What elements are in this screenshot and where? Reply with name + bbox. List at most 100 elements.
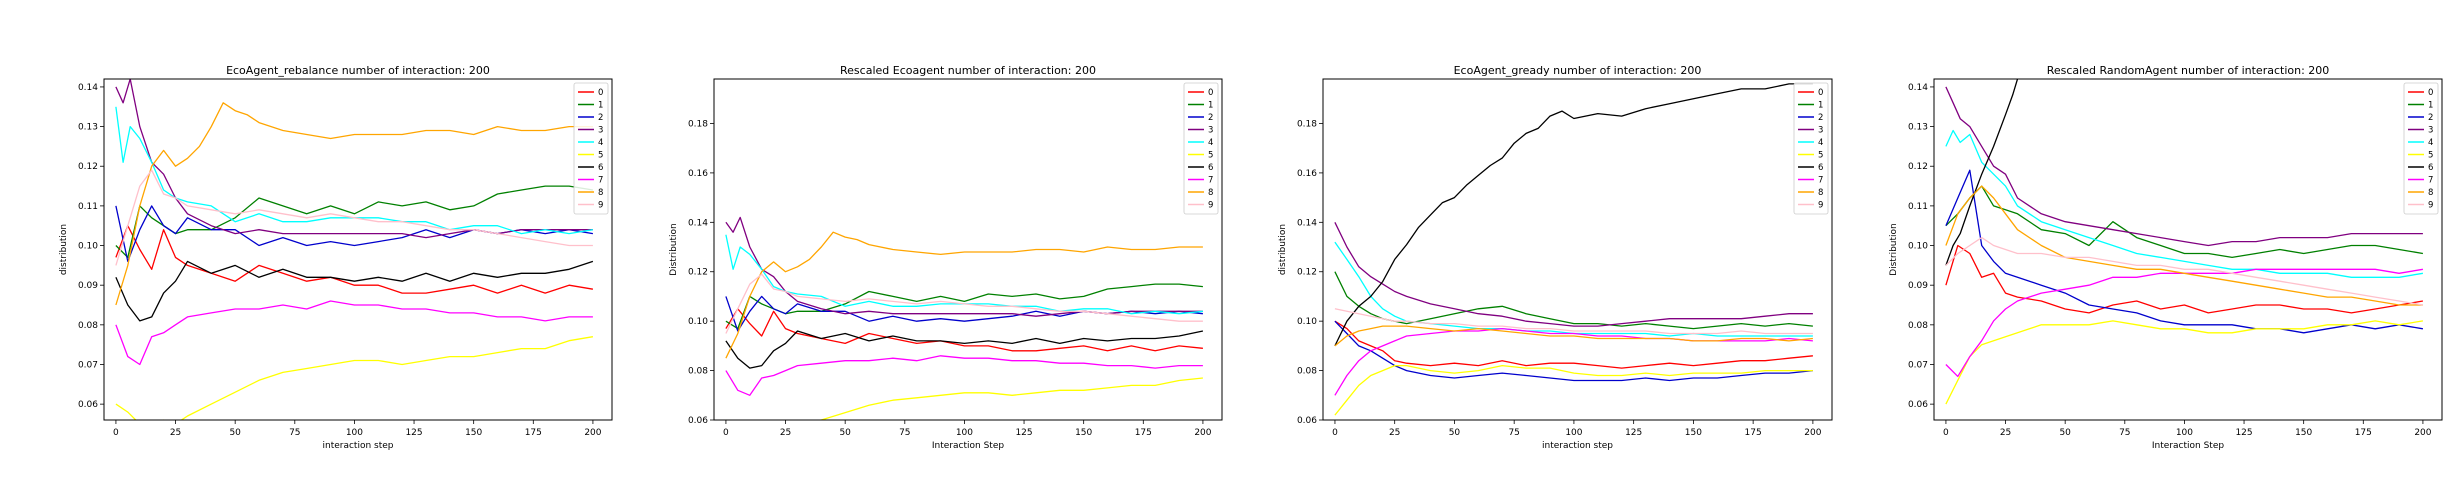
x-tick-label: 75 xyxy=(899,428,910,438)
y-tick-label: 0.08 xyxy=(78,321,98,331)
chart-title: EcoAgent_gready number of interaction: 2… xyxy=(1454,64,1702,77)
x-tick-label: 100 xyxy=(2176,428,2193,438)
x-tick-label: 175 xyxy=(2355,428,2372,438)
series-line-1 xyxy=(1334,271,1813,330)
series-line-1 xyxy=(1945,185,2424,259)
series-group xyxy=(1945,79,2424,405)
x-tick-label: 125 xyxy=(405,428,422,438)
x-axis-label: interaction step xyxy=(322,441,393,451)
series-line-6 xyxy=(1945,79,2019,266)
y-tick-label: 0.08 xyxy=(1908,321,1928,331)
x-tick-label: 200 xyxy=(2414,428,2431,438)
series-line-0 xyxy=(725,308,1203,352)
y-tick-label: 0.10 xyxy=(688,317,708,327)
series-line-1 xyxy=(115,185,594,259)
series-line-7 xyxy=(1945,268,2424,378)
chart-panel-4: 0 25 50 75 100 125 150 175 2000.060.070.080.090.… xyxy=(1889,64,2443,451)
x-tick-label: 75 xyxy=(1508,428,1519,438)
series-line-2 xyxy=(1334,320,1813,382)
y-tick-label: 0.10 xyxy=(1908,242,1928,252)
y-tick-label: 0.13 xyxy=(1908,123,1928,133)
y-tick-label: 0.10 xyxy=(1297,317,1317,327)
legend-label-9: 9 xyxy=(598,201,603,211)
x-tick-label: 100 xyxy=(346,428,363,438)
legend-label-8: 8 xyxy=(2428,188,2433,198)
legend-label-8: 8 xyxy=(1208,188,1213,198)
x-tick-label: 200 xyxy=(1194,428,1211,438)
x-tick-label: 50 xyxy=(229,428,241,438)
x-tick-label: 75 xyxy=(2119,428,2130,438)
series-line-5 xyxy=(1334,364,1813,416)
legend-label-5: 5 xyxy=(2428,151,2433,161)
legend-label-6: 6 xyxy=(598,163,603,173)
legend-label-3: 3 xyxy=(2428,126,2433,136)
series-line-2 xyxy=(1945,169,2424,334)
series-line-9 xyxy=(725,273,1203,334)
x-tick-label: 0 xyxy=(1332,428,1338,438)
series-line-4 xyxy=(725,234,1203,315)
y-tick-label: 0.16 xyxy=(688,169,708,179)
x-tick-label: 25 xyxy=(170,428,181,438)
x-tick-label: 175 xyxy=(1745,428,1762,438)
series-group xyxy=(115,79,594,420)
legend-label-9: 9 xyxy=(2428,201,2433,211)
legend-box xyxy=(2403,82,2439,215)
legend-label-0: 0 xyxy=(1818,88,1823,98)
plot-frame xyxy=(1322,78,1833,421)
legend-label-3: 3 xyxy=(598,126,603,136)
y-tick-label: 0.12 xyxy=(688,268,708,278)
legend-label-4: 4 xyxy=(2428,138,2433,148)
legend: 0 1 2 3 4 5 6 7 8 9 xyxy=(2403,82,2439,215)
plot-frame xyxy=(1933,78,2443,421)
y-tick-label: 0.06 xyxy=(78,400,98,410)
legend-label-2: 2 xyxy=(1818,113,1823,123)
series-line-6 xyxy=(115,260,594,322)
series-line-6 xyxy=(1334,83,1813,347)
y-tick-label: 0.12 xyxy=(1908,162,1928,172)
x-tick-label: 125 xyxy=(1625,428,1642,438)
series-line-0 xyxy=(115,225,594,294)
x-tick-label: 175 xyxy=(1135,428,1152,438)
series-line-4 xyxy=(1945,129,2424,278)
legend: 0 1 2 3 4 5 6 7 8 9 xyxy=(1183,82,1219,215)
x-tick-label: 25 xyxy=(1389,428,1400,438)
chart-panel-2: 0 25 50 75 100 125 150 175 2000.060.080.100.120.… xyxy=(669,64,1223,451)
legend-label-3: 3 xyxy=(1818,126,1823,136)
series-line-5 xyxy=(725,377,1203,420)
x-tick-label: 75 xyxy=(289,428,300,438)
legend-label-2: 2 xyxy=(2428,113,2433,123)
legend-label-4: 4 xyxy=(1818,138,1823,148)
series-line-7 xyxy=(725,355,1203,396)
y-tick-label: 0.11 xyxy=(78,202,98,212)
x-tick-label: 50 xyxy=(1449,428,1461,438)
legend-label-5: 5 xyxy=(598,151,603,161)
chart-panel-1: 0 25 50 75 100 125 150 175 2000.060.070.080.090.… xyxy=(59,64,613,451)
legend-label-6: 6 xyxy=(2428,163,2433,173)
legend-box xyxy=(573,82,609,215)
series-line-8 xyxy=(725,231,1203,359)
legend-label-1: 1 xyxy=(2428,101,2433,111)
x-tick-label: 25 xyxy=(780,428,791,438)
series-line-9 xyxy=(115,169,593,266)
x-tick-label: 175 xyxy=(525,428,542,438)
x-tick-label: 25 xyxy=(2000,428,2011,438)
y-tick-label: 0.14 xyxy=(688,218,708,228)
series-line-4 xyxy=(115,106,594,235)
legend-label-7: 7 xyxy=(1208,176,1213,186)
y-tick-label: 0.07 xyxy=(1908,360,1928,370)
x-tick-label: 0 xyxy=(1943,428,1949,438)
x-tick-label: 100 xyxy=(1565,428,1582,438)
y-tick-label: 0.08 xyxy=(688,367,708,377)
x-tick-label: 150 xyxy=(1685,428,1702,438)
legend-label-2: 2 xyxy=(1208,113,1213,123)
legend-label-0: 0 xyxy=(2428,88,2433,98)
legend-label-0: 0 xyxy=(598,88,603,98)
x-tick-label: 200 xyxy=(584,428,601,438)
series-line-7 xyxy=(115,300,593,366)
y-tick-label: 0.07 xyxy=(78,360,98,370)
legend-label-7: 7 xyxy=(1818,176,1823,186)
legend-label-5: 5 xyxy=(1208,151,1213,161)
plot-frame xyxy=(713,78,1223,421)
y-tick-label: 0.18 xyxy=(1297,119,1317,129)
chart-title: Rescaled RandomAgent number of interacti… xyxy=(2047,64,2330,77)
